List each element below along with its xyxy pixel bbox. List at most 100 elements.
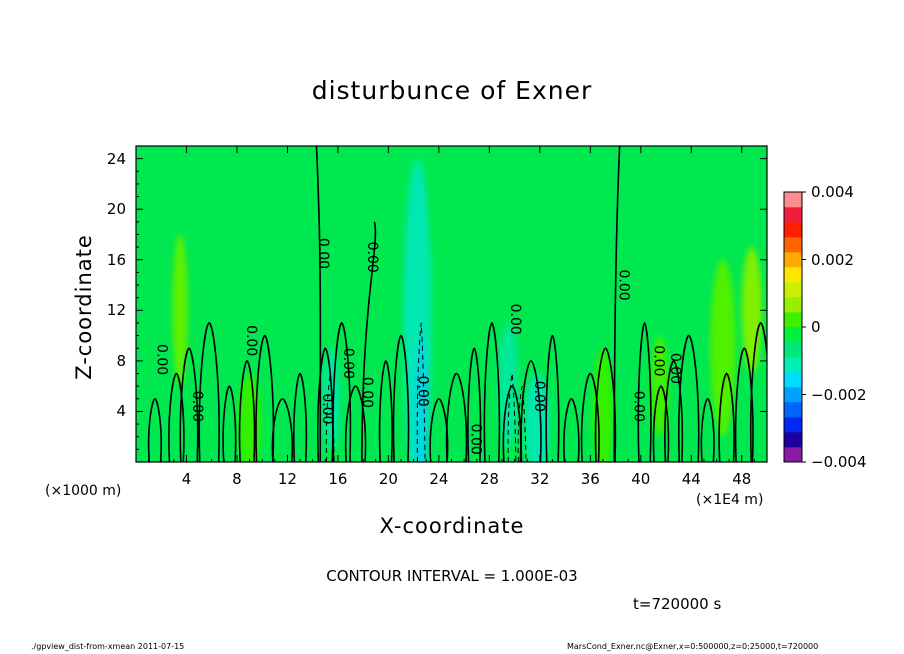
- chart-title: disturbunce of Exner: [311, 76, 593, 105]
- x-tick-label: 24: [429, 470, 449, 488]
- x-tick-label: 4: [181, 470, 192, 488]
- contour-label: 0.00: [359, 377, 375, 408]
- colorbar-segment: [784, 192, 802, 208]
- zero-contour: [483, 322, 501, 462]
- field-background: [136, 146, 767, 462]
- contour-label: 0.00: [315, 238, 331, 269]
- colorbar-segment: [784, 447, 802, 463]
- zero-contour: [168, 372, 185, 462]
- contour-label: 0.00: [667, 353, 683, 384]
- colorbar-segment: [784, 267, 802, 283]
- colorbar-segment: [784, 342, 802, 358]
- footer-left: ./gpview_dist-from-xmean 2011-07-15: [31, 642, 185, 651]
- colorbar-segment: [784, 387, 802, 403]
- x-tick-label: 32: [530, 470, 550, 488]
- contour-label: 0.00: [507, 304, 523, 335]
- zero-contour: [563, 397, 580, 462]
- zero-contour: [749, 322, 767, 462]
- zero-contour: [238, 360, 256, 462]
- colorbar-tick-label: 0.002: [811, 250, 854, 269]
- x-tick-label: 44: [681, 470, 701, 488]
- y-tick-label: 4: [116, 402, 126, 421]
- time-label: t=720000 s: [633, 595, 722, 613]
- contour-label: 0.00: [189, 391, 205, 422]
- y-tick-label: 20: [106, 200, 126, 219]
- contour-label: 0.00: [243, 325, 259, 356]
- y-tick-label: 24: [106, 149, 126, 168]
- zero-contour: [445, 372, 468, 462]
- contour-labels: 0.00 0.000.000.000.000.000.000.000.00 0.00…: [153, 238, 683, 455]
- x-tick-label: 8: [232, 470, 242, 488]
- x-tick-label: 36: [580, 470, 600, 488]
- shading-blob: [498, 322, 519, 450]
- x-tick-label: 48: [732, 470, 752, 488]
- y-axis-label: Z-coordinate: [72, 234, 96, 380]
- colorbar-segment: [784, 402, 802, 418]
- zero-contour: [545, 334, 560, 462]
- contour-label: 0.00: [468, 424, 484, 455]
- zero-contour: [392, 334, 410, 462]
- zero-contour: [255, 334, 275, 462]
- contour-lines: [147, 146, 767, 462]
- contour-label: 0.00: [340, 348, 356, 379]
- zero-contour: [378, 360, 393, 462]
- colorbar: [783, 191, 806, 463]
- x-tick-label: 28: [479, 470, 499, 488]
- colorbar-segment: [784, 357, 802, 373]
- zero-contour: [315, 146, 322, 462]
- x-tick-marks: [148, 146, 755, 462]
- zero-contour: [222, 385, 237, 462]
- x-tick-label: 16: [328, 470, 348, 488]
- negative-contour: [416, 322, 426, 462]
- x-tick-label: 20: [378, 470, 398, 488]
- zero-contour: [520, 360, 542, 462]
- x-axis-label: X-coordinate: [379, 514, 525, 538]
- shading-blob: [741, 247, 762, 374]
- y-tick-label: 16: [106, 250, 126, 269]
- zero-contour: [179, 347, 199, 462]
- colorbar-segment: [784, 297, 802, 313]
- zero-contour: [147, 397, 162, 462]
- zero-contour: [637, 322, 652, 462]
- colorbar-tick-label: 0: [811, 318, 821, 336]
- contour-label: 0.00: [615, 269, 631, 300]
- zero-contour: [594, 347, 617, 462]
- contour-label: 0.00: [630, 391, 646, 422]
- contour-label: 0.00: [319, 393, 335, 424]
- zero-contour: [344, 385, 367, 462]
- contour-label: 0.00: [531, 381, 547, 412]
- zero-contour: [580, 372, 600, 462]
- zero-contour: [734, 347, 754, 462]
- contour-label: 0.00: [651, 345, 667, 376]
- x-tick-label: 12: [277, 470, 297, 488]
- y-tick-label: 12: [106, 301, 126, 320]
- x-unit-label: (×1E4 m): [696, 492, 764, 508]
- contour-interval-text: CONTOUR INTERVAL = 1.000E-03: [326, 567, 578, 585]
- colorbar-tick-label: 0.004: [811, 183, 854, 201]
- zero-contour: [317, 347, 334, 462]
- colorbar-segment: [784, 282, 802, 298]
- zero-contour: [271, 397, 294, 462]
- x-tick-label: 40: [631, 470, 651, 488]
- shading-blob: [413, 335, 429, 462]
- colorbar-segment: [784, 312, 802, 328]
- zero-contour: [198, 322, 220, 462]
- y-tick-label: 8: [116, 351, 126, 370]
- colorbar-segment: [784, 417, 802, 433]
- zero-contour: [700, 397, 715, 462]
- shading-blob: [172, 234, 188, 387]
- zero-contour: [332, 322, 352, 462]
- negative-contour: [325, 373, 335, 462]
- field-shading: [172, 158, 762, 462]
- shading-blob: [524, 373, 550, 462]
- colorbar-segment: [784, 432, 802, 448]
- shading-blob: [710, 259, 736, 437]
- y-unit-label: (×1000 m): [45, 483, 122, 499]
- zero-contour: [652, 385, 670, 462]
- zero-contour: [678, 334, 700, 462]
- zero-contour: [664, 360, 684, 462]
- colorbar-segment: [784, 237, 802, 253]
- colorbar-segment: [784, 207, 802, 223]
- colorbar-tick-label: −0.002: [811, 385, 867, 404]
